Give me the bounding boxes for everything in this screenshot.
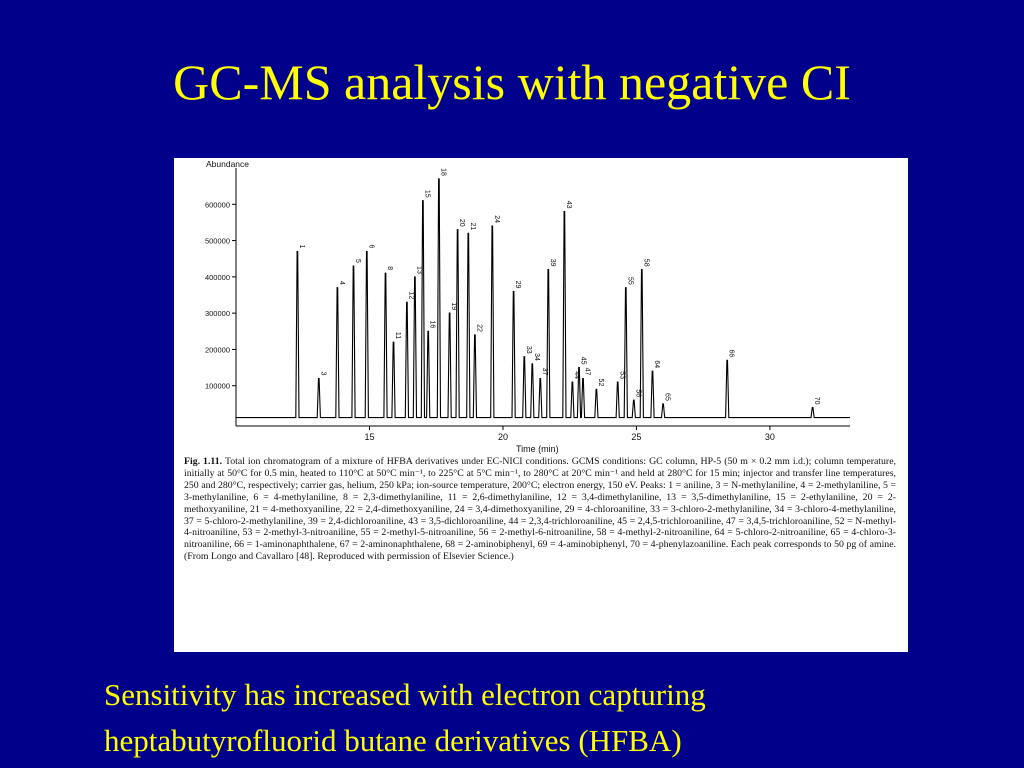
bottom-text-line-2: heptabutyrofluorid butane derivatives (H… [104, 723, 682, 758]
peak-label: 66 [728, 350, 735, 358]
peak-label: 70 [813, 397, 820, 405]
peak-label: 58 [642, 259, 649, 267]
peak-label: 18 [439, 168, 446, 176]
peak-label: 64 [653, 360, 660, 368]
bottom-text-line-1: Sensitivity has increased with electron … [104, 677, 706, 712]
peak-label: 20 [458, 219, 465, 227]
y-tick-label: 200000 [205, 345, 230, 354]
peak-label: 24 [493, 215, 500, 223]
peak-label: 12 [407, 291, 414, 299]
peak-label: 55 [626, 277, 633, 285]
x-tick-label: 25 [631, 432, 641, 442]
y-tick-label: 400000 [205, 273, 230, 282]
y-tick-label: 600000 [205, 200, 230, 209]
slide-title: GC-MS analysis with negative CI [173, 54, 851, 110]
peak-label: 4 [338, 281, 345, 285]
x-tick-label: 15 [364, 432, 374, 442]
figure-panel: Abundance Time (min) 100000 200000 300000 4… [174, 158, 908, 652]
y-tick-label: 100000 [205, 382, 230, 391]
peak-label: 1 [298, 245, 305, 249]
peak-label: 39 [549, 259, 556, 267]
peak-label: 52 [597, 379, 604, 387]
chromatogram-trace [236, 178, 850, 419]
x-tick-label: 30 [765, 432, 775, 442]
y-tick-label: 300000 [205, 309, 230, 318]
peak-label: 21 [469, 223, 476, 231]
x-tick-label: 20 [498, 432, 508, 442]
y-axis-label: Abundance [206, 159, 249, 169]
peak-label: 8 [386, 266, 393, 270]
peak-label: 47 [584, 368, 591, 376]
figure-caption: Fig. 1.11. Total ion chromatogram of a m… [184, 456, 896, 563]
peak-label: 45 [580, 357, 587, 365]
peak-label: 65 [664, 393, 671, 401]
y-tick-label: 500000 [205, 237, 230, 246]
caption-label: Fig. 1.11. [184, 456, 223, 467]
caption-text: Total ion chromatogram of a mixture of H… [184, 456, 896, 563]
peak-label: 19 [450, 302, 457, 310]
peak-label: 13 [415, 266, 422, 274]
peak-label: 43 [565, 201, 572, 209]
peak-label: 22 [475, 324, 482, 332]
bottom-text: Sensitivity has increased with electron … [104, 672, 984, 764]
peak-label: 6 [367, 245, 374, 249]
peak-label: 34 [533, 353, 540, 361]
x-axis-label: Time (min) [516, 444, 559, 454]
peak-label: 56 [634, 389, 641, 397]
chromatogram-chart: Abundance Time (min) 100000 200000 300000 4… [205, 159, 850, 454]
peak-label: 3 [319, 372, 326, 376]
peak-label: 37 [541, 368, 548, 376]
peak-label: 16 [429, 320, 436, 328]
peak-label: 11 [394, 332, 401, 339]
peak-label: 5 [354, 259, 361, 263]
peak-label: 33 [525, 346, 532, 354]
peak-label: 44 [573, 371, 580, 379]
peak-label: 15 [423, 190, 430, 198]
peak-label: 53 [618, 371, 625, 379]
peak-label: 29 [514, 281, 521, 289]
